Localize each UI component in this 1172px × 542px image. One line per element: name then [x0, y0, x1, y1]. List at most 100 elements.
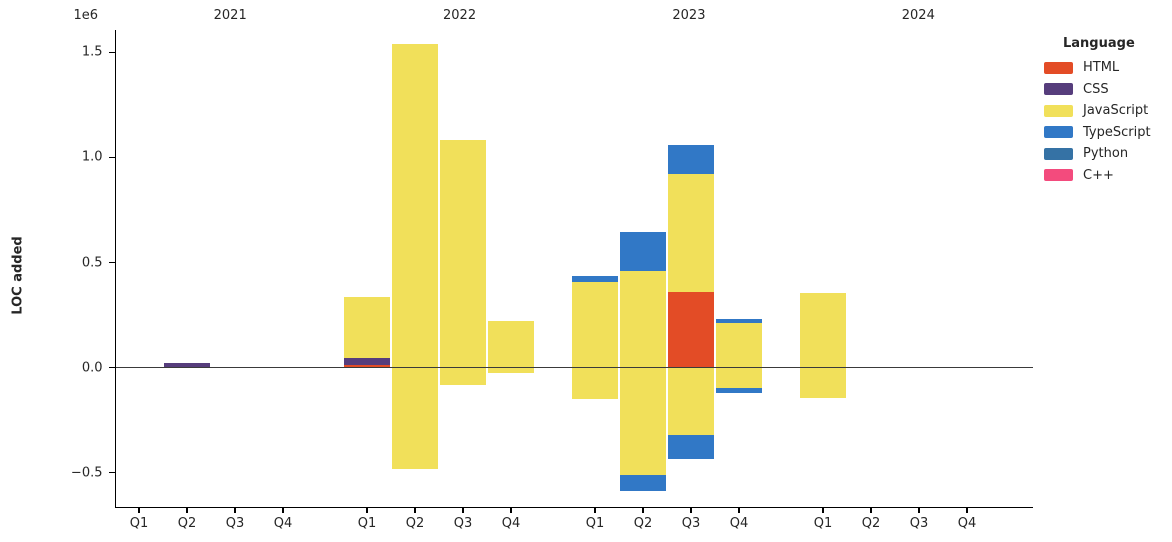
bar-segment-javascript — [716, 367, 762, 389]
x-tick-label: Q2 — [177, 516, 197, 531]
x-tick-label: Q3 — [909, 516, 929, 531]
bar-segment-javascript — [488, 320, 534, 368]
bar-segment-javascript — [572, 282, 618, 368]
x-tick-mark — [366, 508, 368, 513]
y-tick-mark — [108, 261, 115, 264]
bar-segment-typescript — [572, 275, 618, 283]
year-axis-label: 2022 — [443, 8, 477, 23]
year-axis-label: 2023 — [672, 8, 706, 23]
bar-segment-javascript — [716, 323, 762, 368]
bar-segment-javascript — [440, 139, 486, 368]
legend-swatch-icon — [1044, 169, 1073, 182]
legend-label: Python — [1083, 146, 1129, 162]
legend: Language HTML CSS JavaScript TypeScript Pyth… — [1042, 36, 1168, 186]
legend-swatch-icon — [1044, 126, 1073, 139]
y-tick-label: −0.5 — [70, 465, 103, 481]
bar-segment-javascript — [620, 367, 666, 476]
x-tick-mark — [414, 508, 416, 513]
y-tick-label: 1.0 — [81, 149, 103, 165]
bar-segment-html — [668, 292, 714, 368]
legend-item-javascript: JavaScript — [1042, 100, 1168, 122]
x-tick-mark — [138, 508, 140, 513]
bar-segment-css — [164, 363, 210, 368]
bar-segment-javascript — [440, 367, 486, 386]
x-tick-label: Q2 — [405, 516, 425, 531]
legend-swatch-icon — [1044, 83, 1073, 96]
x-tick-mark — [594, 508, 596, 513]
zero-baseline — [115, 366, 1033, 369]
bar-segment-css — [344, 357, 390, 366]
x-tick-mark — [918, 508, 920, 513]
x-tick-label: Q4 — [729, 516, 749, 531]
x-tick-label: Q2 — [861, 516, 881, 531]
x-tick-mark — [870, 508, 872, 513]
x-tick-mark — [234, 508, 236, 513]
legend-label: CSS — [1083, 81, 1109, 97]
y-axis-offset-label: 1e6 — [73, 8, 98, 23]
bar-segment-typescript — [620, 232, 666, 272]
bar-segment-typescript — [668, 144, 714, 175]
x-tick-label: Q3 — [225, 516, 245, 531]
x-tick-mark — [282, 508, 284, 513]
legend-swatch-icon — [1044, 61, 1073, 74]
x-axis-line — [114, 507, 1033, 509]
y-tick-mark — [108, 156, 115, 159]
legend-items: HTML CSS JavaScript TypeScript Python C++ — [1042, 57, 1168, 186]
x-tick-mark — [510, 508, 512, 513]
bar-segment-typescript — [716, 318, 762, 324]
legend-label: C++ — [1083, 167, 1114, 183]
legend-title: Language — [1063, 36, 1135, 51]
legend-item-html: HTML — [1042, 57, 1168, 79]
bar-segment-javascript — [800, 367, 846, 399]
bar-segment-javascript — [344, 296, 390, 358]
x-tick-label: Q4 — [957, 516, 977, 531]
year-axis-label: 2021 — [213, 8, 247, 23]
bar-segment-javascript — [392, 44, 438, 368]
legend-label: JavaScript — [1083, 103, 1149, 119]
legend-item-python: Python — [1042, 143, 1168, 165]
x-tick-label: Q1 — [813, 516, 833, 531]
x-tick-mark — [822, 508, 824, 513]
x-tick-label: Q2 — [633, 516, 653, 531]
bar-segment-javascript — [620, 271, 666, 368]
bar-segment-javascript — [668, 367, 714, 435]
y-tick-label: 1.5 — [81, 44, 103, 60]
legend-label: HTML — [1083, 60, 1120, 76]
y-tick-mark — [108, 366, 115, 369]
x-tick-label: Q3 — [681, 516, 701, 531]
legend-item-typescript: TypeScript — [1042, 122, 1168, 144]
bar-segment-html — [344, 365, 390, 368]
legend-swatch-icon — [1044, 104, 1073, 117]
bar-segment-javascript — [488, 367, 534, 374]
y-tick-mark — [108, 51, 115, 54]
x-tick-label: Q4 — [501, 516, 521, 531]
bar-segment-javascript — [572, 367, 618, 400]
y-tick-mark — [108, 471, 115, 474]
x-tick-label: Q1 — [585, 516, 605, 531]
x-tick-mark — [186, 508, 188, 513]
bar-segment-typescript — [668, 434, 714, 459]
x-tick-mark — [462, 508, 464, 513]
y-tick-label: 0.5 — [81, 255, 103, 270]
x-tick-label: Q3 — [453, 516, 473, 531]
legend-item-c: C++ — [1042, 165, 1168, 187]
legend-swatch-icon — [1044, 147, 1073, 160]
x-tick-mark — [642, 508, 644, 513]
year-axis-label: 2024 — [901, 8, 935, 23]
x-tick-label: Q1 — [129, 516, 149, 531]
bar-segment-javascript — [392, 367, 438, 470]
legend-label: TypeScript — [1083, 124, 1151, 140]
x-tick-label: Q4 — [273, 516, 293, 531]
bar-segment-typescript — [716, 388, 762, 394]
x-tick-mark — [738, 508, 740, 513]
bar-segment-typescript — [620, 475, 666, 491]
x-tick-mark — [690, 508, 692, 513]
legend-item-css: CSS — [1042, 79, 1168, 101]
y-tick-label: 0.0 — [81, 360, 103, 376]
bar-segment-javascript — [668, 174, 714, 293]
bar-segment-javascript — [800, 293, 846, 368]
x-tick-label: Q1 — [357, 516, 377, 531]
y-axis-line — [114, 30, 116, 507]
